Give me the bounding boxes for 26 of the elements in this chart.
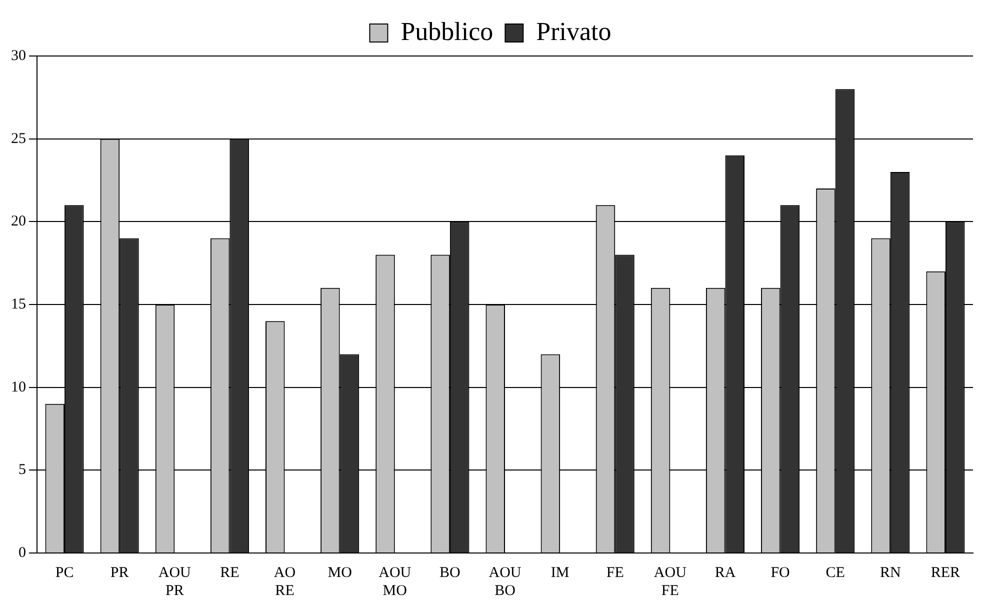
- y-tick-label: 5: [18, 462, 26, 478]
- y-tick-label: 0: [18, 544, 26, 561]
- x-tick-label: FO: [770, 564, 790, 581]
- legend-label: Privato: [536, 16, 612, 46]
- x-tick-label: RE: [220, 564, 240, 581]
- x-tick-label: BO: [440, 564, 461, 581]
- x-tick-label: PC: [55, 564, 74, 581]
- y-tick-label: 30: [11, 48, 26, 64]
- x-tick-label: AOU FE: [654, 564, 687, 599]
- x-tick-label: FE: [606, 564, 624, 581]
- legend-label: Pubblico: [400, 16, 494, 46]
- x-tick-label: IM: [550, 564, 570, 581]
- x-tick-label: RN: [880, 564, 901, 581]
- x-tick-label: AOU PR: [158, 564, 192, 599]
- x-tick-label: MO: [328, 564, 352, 581]
- x-tick-label: RER: [930, 564, 960, 581]
- x-tick-label: AOU MO: [378, 564, 412, 599]
- x-tick-label: PR: [110, 564, 129, 581]
- y-tick-label: 20: [11, 214, 26, 230]
- y-tick-label: 10: [11, 379, 26, 396]
- x-tick-label: AOU BO: [488, 564, 522, 599]
- y-tick-label: 25: [11, 130, 26, 147]
- x-tick-label: RA: [714, 564, 736, 581]
- x-tick-label: CE: [826, 564, 845, 581]
- y-tick-label: 15: [11, 296, 26, 312]
- x-tick-label: AO RE: [274, 564, 296, 599]
